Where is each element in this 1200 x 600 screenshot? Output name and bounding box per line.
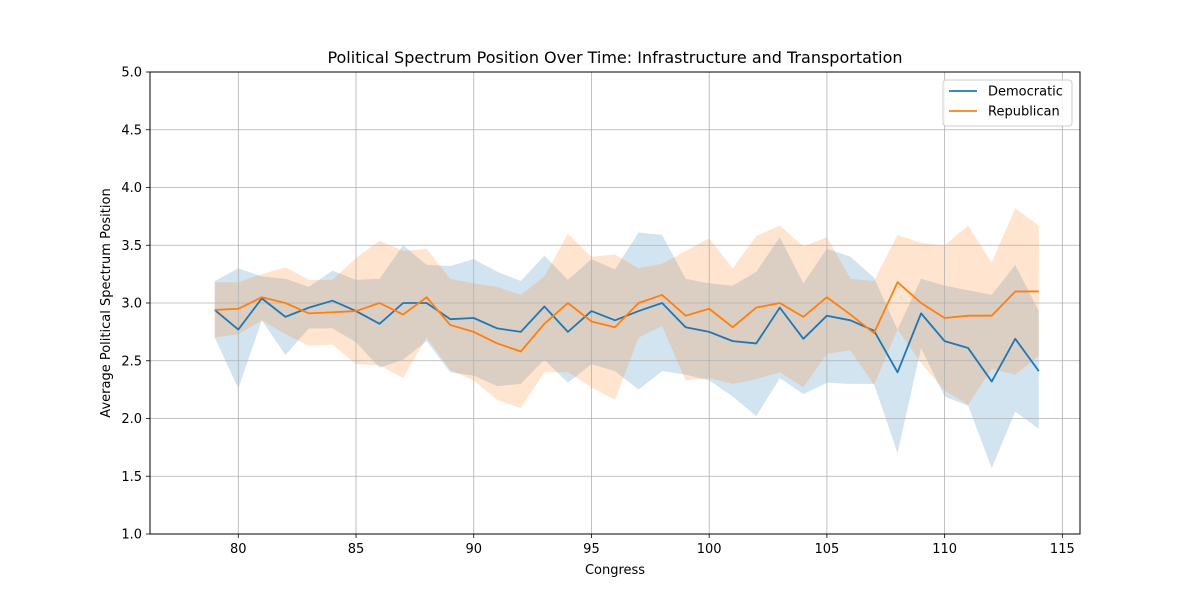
y-tick-label: 2.5 — [121, 354, 142, 369]
y-tick-label: 1.0 — [121, 528, 142, 543]
x-tick-label: 95 — [583, 542, 600, 557]
x-tick-label: 100 — [697, 542, 722, 557]
y-tick-label: 5.0 — [121, 66, 142, 81]
y-tick-label: 3.5 — [121, 239, 142, 254]
x-tick-label: 90 — [465, 542, 482, 557]
axis-ticks: 80 85 90 95 100 105 110 115 1.0 1.5 2.0 2.5 3.0 3.5 4.… — [121, 66, 1074, 558]
series-lines — [214, 281, 1040, 383]
confidence-bands — [214, 208, 1039, 469]
legend: Democratic Republican — [942, 79, 1073, 127]
x-tick-label: 85 — [348, 542, 365, 557]
band-democratic — [214, 232, 1039, 469]
x-axis-label: Congress — [585, 563, 645, 578]
legend-label-republican: Republican — [988, 105, 1060, 120]
x-tick-label: 80 — [230, 542, 247, 557]
x-tick-label: 105 — [814, 542, 839, 557]
chart-title: Political Spectrum Position Over Time: I… — [327, 48, 902, 67]
y-tick-label: 4.0 — [121, 181, 142, 196]
y-tick-label: 2.0 — [121, 412, 142, 427]
y-tick-label: 1.5 — [121, 470, 142, 485]
y-tick-label: 4.5 — [121, 123, 142, 138]
y-tick-label: 3.0 — [121, 297, 142, 312]
legend-label-democratic: Democratic — [988, 85, 1063, 100]
x-tick-label: 110 — [932, 542, 957, 557]
y-axis-label: Average Political Spectrum Position — [99, 188, 114, 417]
x-tick-label: 115 — [1050, 542, 1075, 557]
series-line-republican — [214, 281, 1039, 353]
band-republican — [214, 208, 1039, 409]
